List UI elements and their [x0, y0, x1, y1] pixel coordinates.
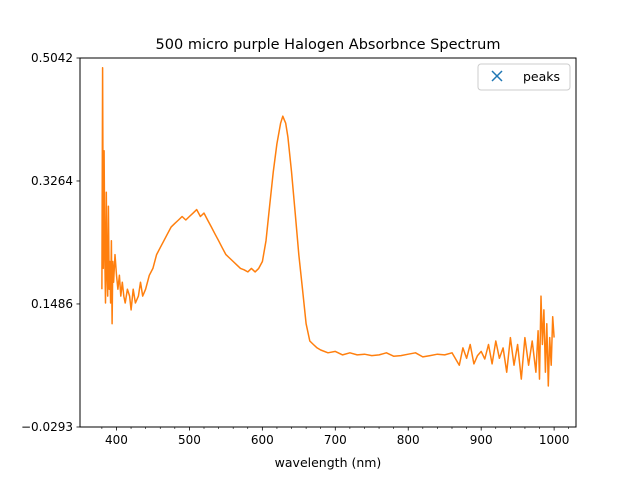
y-axis: −0.0293 0.1486 0.3264 0.5042 [21, 51, 80, 434]
plot-area: 400 500 600 700 800 900 1000 −0.0293 0.1486 0.32… [21, 51, 577, 447]
y-tick-label: −0.0293 [21, 420, 73, 434]
x-tick-label: 800 [397, 433, 420, 447]
x-tick-label: 900 [470, 433, 493, 447]
chart-title: 500 micro purple Halogen Absorbnce Spect… [156, 37, 501, 53]
x-tick-label: 400 [105, 433, 128, 447]
legend-label-peaks: peaks [523, 69, 560, 84]
x-tick-label: 1000 [539, 433, 570, 447]
x-tick-label: 700 [324, 433, 347, 447]
x-tick-label: 600 [251, 433, 274, 447]
legend-box [477, 63, 571, 91]
y-tick-label: 0.1486 [31, 297, 73, 311]
x-axis: 400 500 600 700 800 900 1000 [101, 427, 570, 447]
series-layer [101, 67, 555, 387]
x-axis-label: wavelength (nm) [275, 455, 382, 470]
x-tick-label: 500 [178, 433, 201, 447]
y-tick-label: 0.5042 [31, 51, 73, 65]
legend-marker-x-icon [491, 70, 503, 82]
series-line-absorbance [101, 67, 555, 387]
legend: peaks [477, 63, 571, 91]
y-tick-label: 0.3264 [31, 174, 73, 188]
plot-frame [79, 57, 577, 428]
